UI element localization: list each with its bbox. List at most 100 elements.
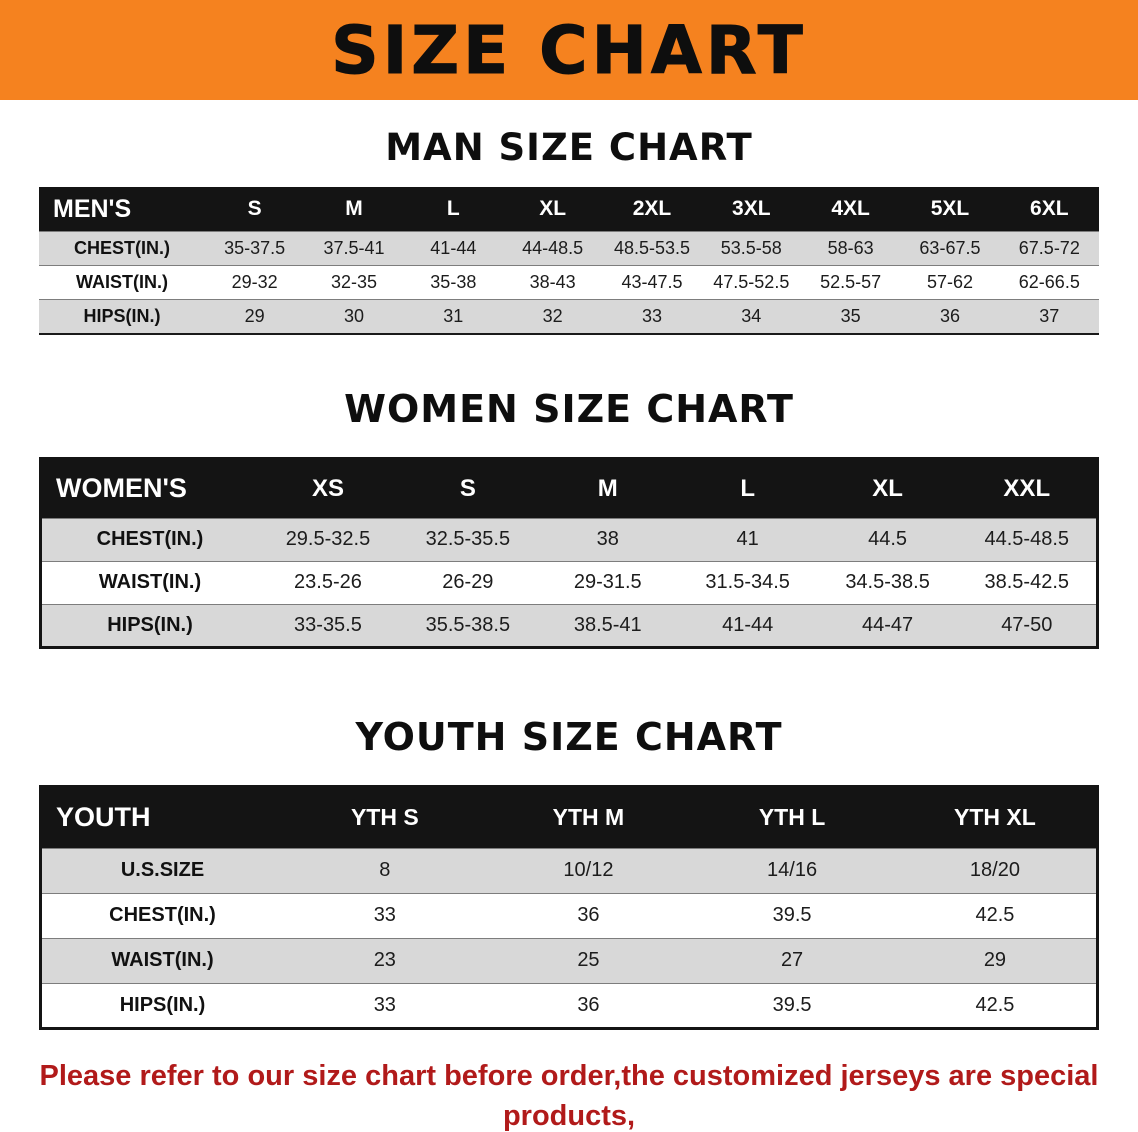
- table-row: WAIST(IN.) 23 25 27 29: [40, 938, 1098, 983]
- footer-note-line-1: Please refer to our size chart before or…: [39, 1059, 1099, 1132]
- size-chart-banner: SIZE CHART: [0, 0, 1138, 100]
- size-column-header: S: [397, 458, 538, 518]
- size-value-cell: 48.5-53.5: [613, 238, 690, 258]
- measurement-label: WAIST(IN.): [111, 949, 214, 971]
- size-column-header: 2XL: [602, 187, 702, 232]
- size-value-cell: 29-31.5: [573, 571, 642, 593]
- youth-size-section: YOUTH SIZE CHART YOUTH YTH S YTH M YTH L YTH…: [0, 715, 1138, 1030]
- size-value-cell: 35: [840, 305, 861, 326]
- size-value-cell: 58-63: [827, 238, 874, 258]
- table-row: U.S.SIZE 8 10/12 14/16 18/20: [40, 848, 1098, 893]
- size-value-cell: 29: [244, 305, 265, 326]
- size-value-cell: 36: [939, 305, 960, 326]
- men-section-heading: MAN SIZE CHART: [385, 126, 753, 169]
- size-value-cell: 63-67.5: [919, 238, 981, 258]
- table-row: HIPS(IN.) 33 36 39.5 42.5: [40, 983, 1098, 1028]
- size-value-cell: 37: [1039, 305, 1060, 326]
- size-value-cell: 52.5-57: [820, 272, 882, 292]
- measurement-label: WAIST(IN.): [76, 272, 168, 292]
- table-row: HIPS(IN.) 29 30 31 32 33 34 35 36 37: [39, 299, 1099, 334]
- size-value-cell: 67.5-72: [1018, 238, 1080, 258]
- size-value-cell: 42.5: [975, 993, 1015, 1016]
- size-column-header: M: [537, 458, 678, 518]
- size-column-header: YTH M: [486, 786, 691, 848]
- size-value-cell: 38-43: [529, 272, 576, 292]
- size-value-cell: 35-37.5: [224, 238, 286, 258]
- measurement-label: CHEST(IN.): [74, 238, 170, 258]
- size-value-cell: 29-32: [231, 272, 278, 292]
- size-column-header: YTH XL: [893, 786, 1098, 848]
- size-value-cell: 14/16: [767, 859, 818, 881]
- youth-size-table: YOUTH YTH S YTH M YTH L YTH XL U.S.SIZE 8 10/12…: [39, 784, 1099, 1030]
- table-row: WAIST(IN.) 29-32 32-35 35-38 38-43 43-47.5 47.…: [39, 265, 1099, 300]
- size-value-cell: 32-35: [330, 272, 378, 292]
- size-column-header: L: [677, 458, 818, 518]
- table-header-row: WOMEN'S XS S M L XL XXL: [40, 458, 1098, 518]
- size-value-cell: 23.5-26: [294, 571, 362, 593]
- size-value-cell: 8: [379, 859, 391, 881]
- size-value-cell: 29: [983, 949, 1007, 971]
- size-value-cell: 31.5-34.5: [705, 571, 790, 593]
- size-value-cell: 38.5-42.5: [984, 571, 1070, 593]
- size-column-header: YTH L: [690, 786, 894, 848]
- table-header-row: MEN'S S M L XL 2XL 3XL 4XL 5XL 6XL: [39, 187, 1099, 232]
- size-column-header: XXL: [957, 458, 1098, 518]
- measurement-label: CHEST(IN.): [109, 904, 216, 926]
- size-value-cell: 30: [343, 305, 364, 326]
- size-column-header: XL: [502, 187, 603, 232]
- size-value-cell: 41: [736, 528, 759, 550]
- size-value-cell: 57-62: [926, 272, 973, 292]
- size-column-header: M: [304, 187, 404, 232]
- table-row: CHEST(IN.) 33 36 39.5 42.5: [40, 893, 1098, 938]
- page-title: SIZE CHART: [331, 11, 807, 89]
- size-value-cell: 33: [641, 305, 662, 326]
- size-value-cell: 38.5-41: [573, 613, 642, 636]
- table-corner-label: MEN'S: [39, 187, 205, 232]
- size-value-cell: 43-47.5: [621, 272, 683, 292]
- measurement-label: CHEST(IN.): [96, 528, 204, 550]
- table-row: CHEST(IN.) 35-37.5 37.5-41 41-44 44-48.5 48.5…: [39, 231, 1099, 266]
- size-value-cell: 44-48.5: [522, 238, 584, 258]
- size-value-cell: 44.5-48.5: [984, 528, 1070, 550]
- size-column-header: 5XL: [900, 187, 1000, 232]
- size-value-cell: 35.5-38.5: [425, 613, 511, 636]
- size-value-cell: 42.5: [975, 904, 1015, 926]
- size-value-cell: 34.5-38.5: [845, 571, 930, 593]
- youth-section-heading: YOUTH SIZE CHART: [355, 714, 783, 759]
- size-value-cell: 27: [780, 949, 804, 971]
- size-value-cell: 25: [577, 949, 600, 971]
- size-value-cell: 39.5: [772, 993, 812, 1016]
- size-value-cell: 41-44: [722, 613, 774, 636]
- size-value-cell: 37.5-41: [323, 238, 385, 258]
- table-corner-label: WOMEN'S: [40, 458, 258, 518]
- women-size-section: WOMEN SIZE CHART WOMEN'S XS S M L XL XXL CHEST(…: [0, 387, 1138, 649]
- size-value-cell: 32.5-35.5: [425, 528, 511, 550]
- size-value-cell: 44-47: [862, 613, 914, 636]
- size-value-cell: 29.5-32.5: [285, 528, 371, 550]
- men-size-table: MEN'S S M L XL 2XL 3XL 4XL 5XL 6XL CHEST(IN.) 35-37…: [39, 187, 1099, 335]
- size-value-cell: 33-35.5: [294, 613, 362, 636]
- table-corner-label: YOUTH: [40, 786, 283, 848]
- measurement-label: U.S.SIZE: [120, 859, 205, 881]
- measurement-label: HIPS(IN.): [107, 613, 193, 636]
- size-column-header: YTH S: [283, 786, 487, 848]
- size-value-cell: 41-44: [430, 238, 477, 258]
- table-row: HIPS(IN.) 33-35.5 35.5-38.5 38.5-41 41-44 44-…: [40, 604, 1098, 647]
- size-value-cell: 35-38: [430, 272, 477, 292]
- size-value-cell: 36: [577, 993, 600, 1016]
- table-row: WAIST(IN.) 23.5-26 26-29 29-31.5 31.5-34.5 34…: [40, 561, 1098, 604]
- table-header-row: YOUTH YTH S YTH M YTH L YTH XL: [40, 786, 1098, 848]
- size-value-cell: 62-66.5: [1018, 272, 1080, 292]
- size-column-header: S: [205, 187, 305, 232]
- size-value-cell: 32: [542, 305, 563, 326]
- measurement-label: WAIST(IN.): [98, 571, 202, 593]
- measurement-label: HIPS(IN.): [119, 993, 206, 1016]
- table-row: CHEST(IN.) 29.5-32.5 32.5-35.5 38 41 44.5 44.5…: [40, 518, 1098, 561]
- size-value-cell: 44.5: [868, 528, 908, 550]
- size-value-cell: 38: [596, 528, 619, 550]
- size-value-cell: 23: [373, 949, 396, 971]
- size-value-cell: 47-50: [1001, 613, 1053, 636]
- size-value-cell: 31: [443, 305, 464, 326]
- size-value-cell: 39.5: [772, 904, 812, 926]
